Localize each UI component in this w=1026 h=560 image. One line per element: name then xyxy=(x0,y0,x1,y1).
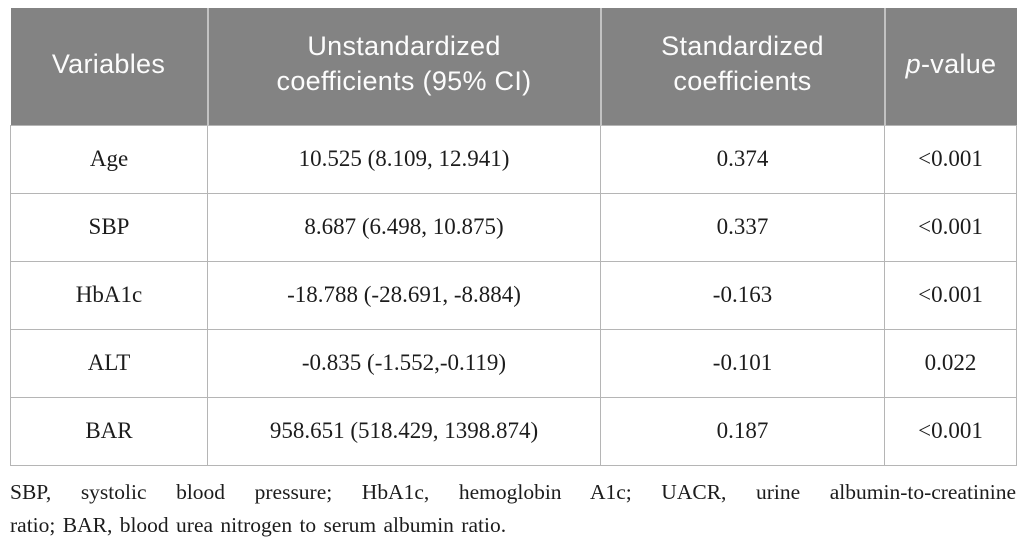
cell-variable: SBP xyxy=(10,192,208,262)
table-header-row: Variables Unstandardized coefficients (9… xyxy=(10,8,1017,125)
cell-unstandardized-coefficient: -0.835 (-1.552,-0.119) xyxy=(207,328,601,398)
cell-unstandardized-coefficient: 958.651 (518.429, 1398.874) xyxy=(207,396,601,466)
table-footnote: SBP, systolic blood pressure; HbA1c, hem… xyxy=(10,476,1016,542)
table-row-sbp: SBP 8.687 (6.498, 10.875) 0.337 <0.001 xyxy=(10,192,1017,262)
table-row-bar: BAR 958.651 (518.429, 1398.874) 0.187 <0… xyxy=(10,396,1017,466)
cell-unstandardized-coefficient: 8.687 (6.498, 10.875) xyxy=(207,192,601,262)
cell-standardized-coefficient: -0.101 xyxy=(600,328,885,398)
table-row-hba1c: HbA1c -18.788 (-28.691, -8.884) -0.163 <… xyxy=(10,260,1017,330)
col-header-p-value: p-value xyxy=(883,8,1017,125)
p-value-rest: -value xyxy=(920,48,997,79)
footnote-line-2: ratio; BAR, blood urea nitrogen to serum… xyxy=(10,512,507,537)
cell-p-value: <0.001 xyxy=(884,260,1017,330)
p-value-italic-p: p xyxy=(905,48,921,79)
col-header-variables: Variables xyxy=(10,8,208,125)
cell-p-value: <0.001 xyxy=(884,396,1017,466)
cell-standardized-coefficient: -0.163 xyxy=(600,260,885,330)
col-header-unstandardized-coefficients: Unstandardized coefficients (95% CI) xyxy=(206,8,601,125)
cell-unstandardized-coefficient: -18.788 (-28.691, -8.884) xyxy=(207,260,601,330)
table-header: Variables Unstandardized coefficients (9… xyxy=(10,8,1017,125)
cell-variable: Age xyxy=(10,124,208,194)
cell-p-value: <0.001 xyxy=(884,192,1017,262)
table-body: Age 10.525 (8.109, 12.941) 0.374 <0.001 … xyxy=(10,124,1017,466)
cell-p-value: <0.001 xyxy=(884,124,1017,194)
regression-coefficients-table: Variables Unstandardized coefficients (9… xyxy=(10,8,1017,466)
col-header-standardized-coefficients: Standardized coefficients xyxy=(599,8,885,125)
cell-variable: ALT xyxy=(10,328,208,398)
cell-variable: HbA1c xyxy=(10,260,208,330)
cell-standardized-coefficient: 0.337 xyxy=(600,192,885,262)
cell-standardized-coefficient: 0.374 xyxy=(600,124,885,194)
footnote-line-1: SBP, systolic blood pressure; HbA1c, hem… xyxy=(10,479,1016,504)
cell-unstandardized-coefficient: 10.525 (8.109, 12.941) xyxy=(207,124,601,194)
cell-p-value: 0.022 xyxy=(884,328,1017,398)
table-row-age: Age 10.525 (8.109, 12.941) 0.374 <0.001 xyxy=(10,124,1017,194)
cell-variable: BAR xyxy=(10,396,208,466)
table-row-alt: ALT -0.835 (-1.552,-0.119) -0.101 0.022 xyxy=(10,328,1017,398)
cell-standardized-coefficient: 0.187 xyxy=(600,396,885,466)
